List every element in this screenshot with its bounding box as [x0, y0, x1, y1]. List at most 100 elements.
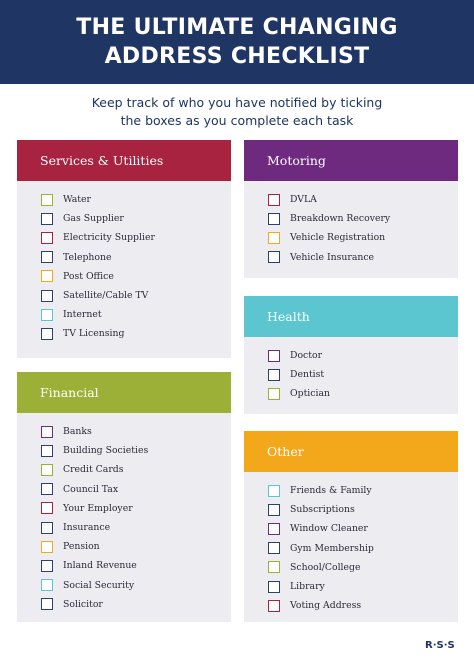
checklist-item: Inland Revenue: [17, 556, 231, 575]
checkbox[interactable]: [268, 503, 280, 516]
checklist-item: Vehicle Insurance: [244, 248, 458, 267]
item-label: Building Societies: [63, 445, 149, 457]
item-label: Breakdown Recovery: [290, 213, 391, 225]
logo: R·S·S: [425, 640, 455, 651]
item-label: Internet: [63, 309, 102, 321]
section-title: Health: [244, 296, 458, 337]
checklist-item: Internet: [17, 305, 231, 324]
item-label: Insurance: [63, 522, 111, 534]
subtitle-line: Keep track of who you have notified by t…: [91, 95, 383, 110]
checkbox[interactable]: [41, 327, 53, 340]
checkbox[interactable]: [41, 540, 53, 553]
checkbox[interactable]: [41, 598, 53, 611]
item-label: Solicitor: [63, 598, 103, 610]
checklist: Banks Building Societies Credit Cards Counc…: [17, 413, 231, 614]
header: THE ULTIMATE CHANGING ADDRESS CHECKLIST: [0, 0, 474, 84]
item-label: Banks: [63, 426, 92, 438]
checklist-item: Council Tax: [17, 480, 231, 499]
checkbox[interactable]: [41, 444, 53, 457]
checkbox[interactable]: [41, 579, 53, 592]
checkbox[interactable]: [41, 425, 53, 438]
checkbox[interactable]: [268, 599, 280, 612]
checkbox[interactable]: [268, 561, 280, 574]
subtitle: Keep track of who you have notified by t…: [0, 94, 474, 130]
section-title: Motoring: [244, 140, 458, 181]
item-label: Council Tax: [63, 483, 119, 495]
item-label: Vehicle Insurance: [290, 251, 375, 263]
checkbox[interactable]: [41, 212, 53, 225]
checkbox[interactable]: [268, 580, 280, 593]
checklist-item: Telephone: [17, 248, 231, 267]
item-label: Voting Address: [290, 600, 362, 612]
checkbox[interactable]: [41, 308, 53, 321]
checkbox[interactable]: [41, 521, 53, 534]
checkbox[interactable]: [41, 483, 53, 496]
checklist-item: Satellite/Cable TV: [17, 286, 231, 305]
item-label: Pension: [63, 541, 100, 553]
section-panel: Services & Utilities Water Gas Supplier Ele…: [17, 140, 231, 358]
item-label: Friends & Family: [290, 485, 372, 497]
section-title: Other: [244, 431, 458, 472]
checklist-item: Friends & Family: [244, 481, 458, 500]
checklist-item: TV Licensing: [17, 324, 231, 343]
item-label: TV Licensing: [63, 328, 125, 340]
checklist: Friends & Family Subscriptions Window Clea…: [244, 472, 458, 615]
checkbox[interactable]: [41, 193, 53, 206]
checklist-item: Dentist: [244, 365, 458, 384]
section-panel: Financial Banks Building Societies Credit C…: [17, 372, 231, 622]
item-label: Gym Membership: [290, 542, 374, 554]
item-label: School/College: [290, 561, 361, 573]
section-panel: Other Friends & Family Subscriptions Window…: [244, 431, 458, 622]
checklist: Doctor Dentist Optician: [244, 337, 458, 404]
item-label: Library: [290, 581, 325, 593]
section-title: Services & Utilities: [17, 140, 231, 181]
item-label: Window Cleaner: [290, 523, 368, 535]
checkbox[interactable]: [41, 231, 53, 244]
section-panel: Motoring DVLA Breakdown Recovery Vehicle Re…: [244, 140, 458, 278]
checklist-item: Water: [17, 190, 231, 209]
checkbox[interactable]: [268, 368, 280, 381]
checklist-item: School/College: [244, 558, 458, 577]
checklist-item: Credit Cards: [17, 460, 231, 479]
checkbox[interactable]: [268, 193, 280, 206]
item-label: Doctor: [290, 350, 323, 362]
item-label: Your Employer: [63, 502, 133, 514]
checklist-item: Doctor: [244, 346, 458, 365]
checkbox[interactable]: [268, 387, 280, 400]
checkbox[interactable]: [268, 231, 280, 244]
checkbox[interactable]: [268, 251, 280, 264]
checkbox[interactable]: [268, 542, 280, 555]
checklist: DVLA Breakdown Recovery Vehicle Registrati…: [244, 181, 458, 267]
title: ADDRESS CHECKLIST: [104, 44, 370, 69]
item-label: Inland Revenue: [63, 560, 137, 572]
title: THE ULTIMATE CHANGING: [76, 15, 398, 40]
item-label: Subscriptions: [290, 504, 355, 516]
item-label: Electricity Supplier: [63, 232, 155, 244]
checkbox[interactable]: [41, 289, 53, 302]
checkbox[interactable]: [41, 463, 53, 476]
checkbox[interactable]: [41, 559, 53, 572]
checklist-item: Insurance: [17, 518, 231, 537]
checkbox[interactable]: [268, 212, 280, 225]
checklist: Water Gas Supplier Electricity Supplier Tel…: [17, 181, 231, 344]
checklist-item: Gym Membership: [244, 539, 458, 558]
checkbox[interactable]: [268, 349, 280, 362]
checkbox[interactable]: [268, 522, 280, 535]
checklist-item: Gas Supplier: [17, 209, 231, 228]
section-panel: Health Doctor Dentist Optician: [244, 296, 458, 414]
checkbox[interactable]: [41, 251, 53, 264]
checkbox[interactable]: [41, 270, 53, 283]
checkbox[interactable]: [41, 502, 53, 515]
checklist-item: Vehicle Registration: [244, 228, 458, 247]
section-title: Financial: [17, 372, 231, 413]
subtitle-line: the boxes as you complete each task: [120, 113, 354, 128]
checklist-item: Pension: [17, 537, 231, 556]
item-label: Vehicle Registration: [290, 232, 386, 244]
checklist-item: Banks: [17, 422, 231, 441]
checkbox[interactable]: [268, 484, 280, 497]
item-label: Credit Cards: [63, 464, 124, 476]
checklist-item: Optician: [244, 384, 458, 403]
item-label: Post Office: [63, 270, 114, 282]
item-label: DVLA: [290, 194, 317, 206]
